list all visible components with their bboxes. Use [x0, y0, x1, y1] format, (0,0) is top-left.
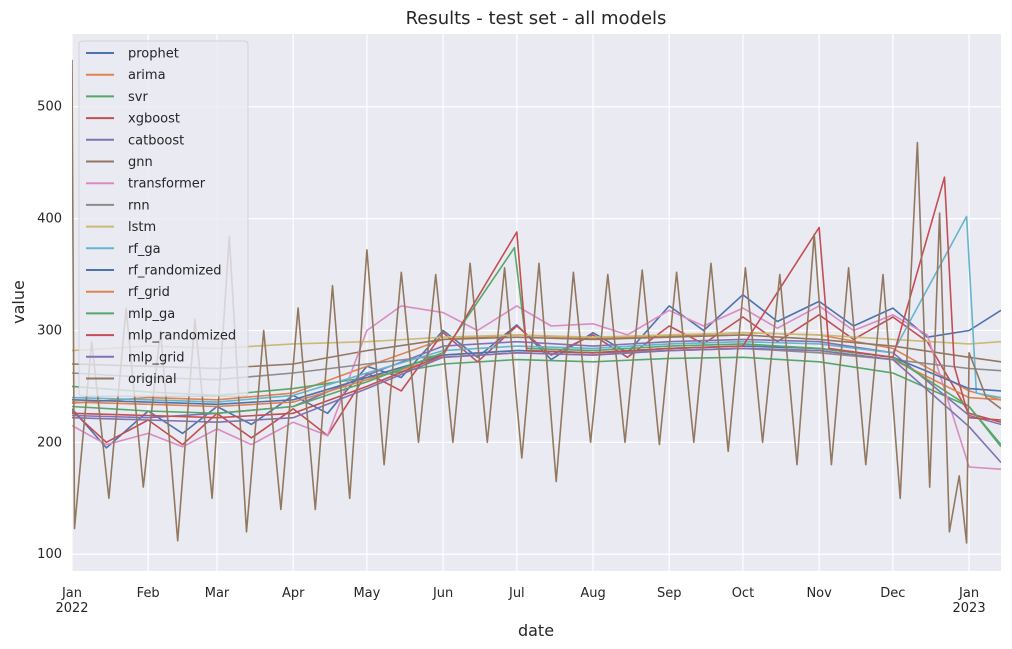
- x-tick-sublabel: 2023: [953, 601, 986, 616]
- x-tick-label: Sep: [657, 586, 682, 601]
- x-tick-label: Jul: [508, 586, 525, 601]
- legend-entry-lstm: lstm: [128, 220, 156, 235]
- x-tick-label: Feb: [137, 586, 160, 601]
- y-tick-label: 200: [37, 435, 62, 450]
- legend-entry-mlp_ga: mlp_ga: [128, 307, 175, 322]
- legend-entry-original: original: [128, 372, 177, 387]
- y-tick-labels: 100 200 300 400 500: [37, 100, 62, 563]
- x-axis-label: date: [518, 621, 554, 640]
- series-line-mlp_randomized: [72, 176, 1001, 421]
- legend-entry-rf_ga: rf_ga: [128, 242, 161, 257]
- x-tick-sublabel: 2022: [55, 601, 88, 616]
- legend-entry-rnn: rnn: [128, 198, 150, 213]
- legend-box: [78, 40, 249, 397]
- x-tick-label: Nov: [806, 586, 832, 601]
- y-tick-label: 300: [37, 323, 62, 338]
- legend-entry-gnn: gnn: [128, 155, 153, 170]
- legend-entry-svr: svr: [128, 90, 148, 105]
- legend-entry-mlp_grid: mlp_grid: [128, 350, 185, 365]
- y-tick-label: 400: [37, 212, 62, 227]
- legend-entry-rf_randomized: rf_randomized: [128, 264, 222, 279]
- legend-entry-xgboost: xgboost: [128, 112, 180, 127]
- chart-title: Results - test set - all models: [406, 8, 667, 29]
- series-line-rf_ga: [72, 215, 1001, 403]
- legend-entry-prophet: prophet: [128, 47, 179, 62]
- y-axis-label: value: [9, 280, 28, 324]
- legend: prophet arima svr xgboost catboost gnn transfo…: [78, 40, 249, 397]
- x-tick-label: Jan: [958, 586, 979, 601]
- y-tick-label: 100: [37, 547, 62, 562]
- x-tick-label: Aug: [580, 586, 605, 601]
- x-tick-label: Apr: [282, 586, 305, 601]
- x-tick-label: Jun: [432, 586, 453, 601]
- legend-entry-arima: arima: [128, 68, 166, 83]
- y-tick-label: 500: [37, 100, 62, 115]
- x-tick-label: May: [353, 586, 380, 601]
- legend-entry-rf_grid: rf_grid: [128, 285, 170, 300]
- x-tick-label: Jan: [61, 586, 82, 601]
- legend-entry-mlp_randomized: mlp_randomized: [128, 329, 236, 344]
- series-line-mlp_grid: [72, 347, 1001, 464]
- x-tick-label: Oct: [732, 586, 754, 601]
- legend-entry-transformer: transformer: [128, 177, 206, 192]
- x-tick-label: Mar: [205, 586, 230, 601]
- x-tick-label: Dec: [880, 586, 905, 601]
- legend-entry-catboost: catboost: [128, 133, 184, 148]
